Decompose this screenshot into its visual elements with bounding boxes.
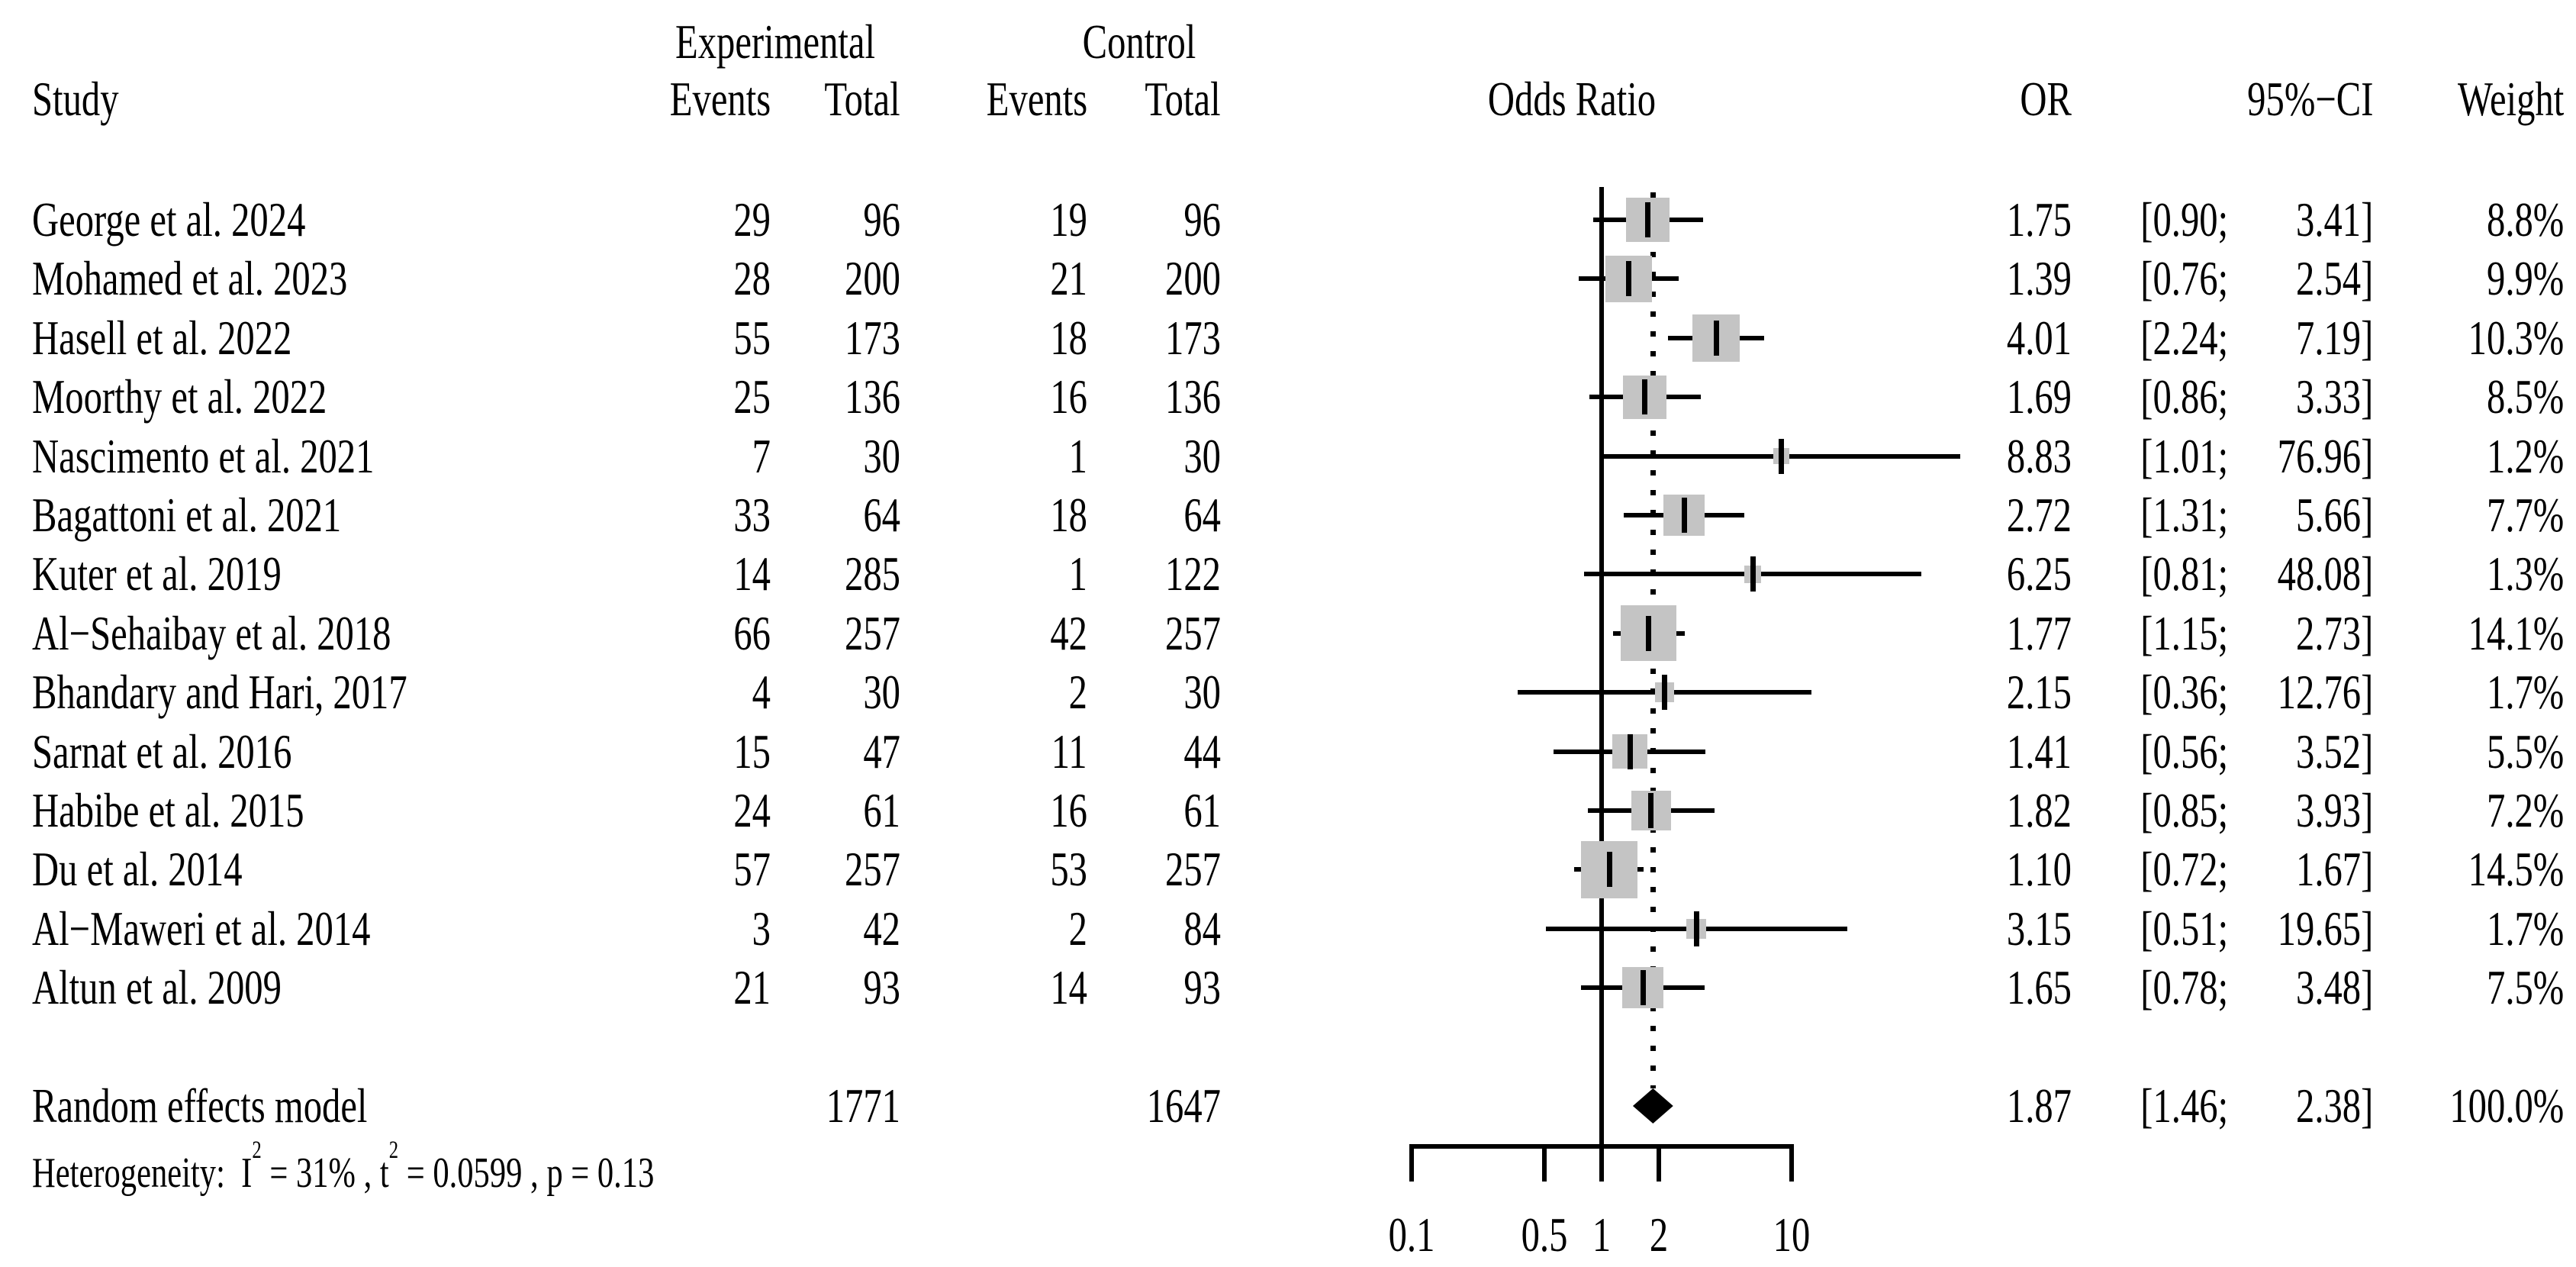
reference-line-or-1 [1599,187,1604,1182]
point-estimate-tick [1627,733,1633,769]
summary-diamond [1632,1088,1673,1124]
point-estimate-tick [1713,320,1719,356]
point-estimate-tick [1681,498,1687,533]
point-estimate-tick [1640,970,1646,1006]
point-estimate-tick [1606,852,1612,888]
x-axis-tick [1542,1146,1547,1182]
x-axis-tick [1409,1146,1414,1182]
point-estimate-tick [1693,911,1699,946]
x-axis-tick [1599,1146,1604,1182]
point-estimate-tick [1645,202,1651,237]
point-estimate-tick [1626,261,1632,297]
x-axis-tick [1656,1146,1661,1182]
point-estimate-tick [1646,615,1652,651]
point-estimate-tick [1648,793,1654,828]
point-estimate-tick [1642,379,1648,415]
x-axis-tick [1789,1146,1794,1182]
point-estimate-tick [1779,438,1785,474]
point-estimate-tick [1750,556,1756,592]
point-estimate-tick [1662,675,1668,711]
